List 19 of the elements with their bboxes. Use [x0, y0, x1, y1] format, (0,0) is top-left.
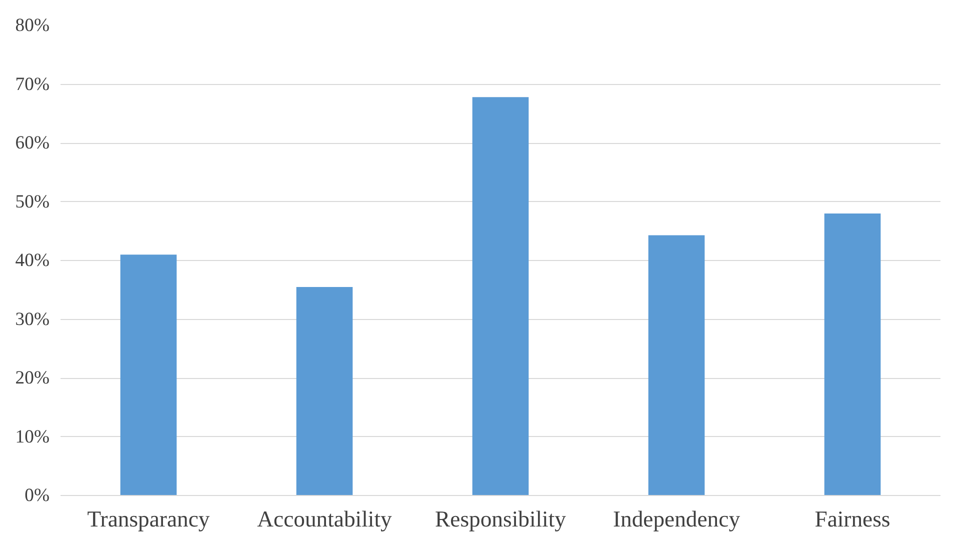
bar [824, 214, 881, 496]
bar [120, 254, 177, 496]
y-tick-label: 80% [15, 15, 50, 36]
x-tick-label: Transparancy [87, 506, 210, 532]
y-tick-label: 70% [15, 74, 50, 95]
x-tick-label: Independency [612, 506, 741, 532]
y-tick-label: 10% [15, 426, 50, 448]
bar [472, 97, 529, 496]
y-tick-label: 0% [24, 485, 50, 506]
y-tick-label: 40% [15, 250, 50, 271]
bar [648, 235, 705, 496]
y-tick-label: 50% [15, 191, 50, 212]
y-tick-label: 20% [15, 368, 50, 388]
x-tick-label: Fairness [814, 506, 890, 532]
x-tick-label: Responsibility [435, 506, 567, 532]
y-tick-label: 60% [15, 132, 50, 154]
bar [296, 286, 353, 496]
x-tick-label: Accountability [257, 506, 392, 532]
y-tick-label: 30% [15, 308, 50, 330]
